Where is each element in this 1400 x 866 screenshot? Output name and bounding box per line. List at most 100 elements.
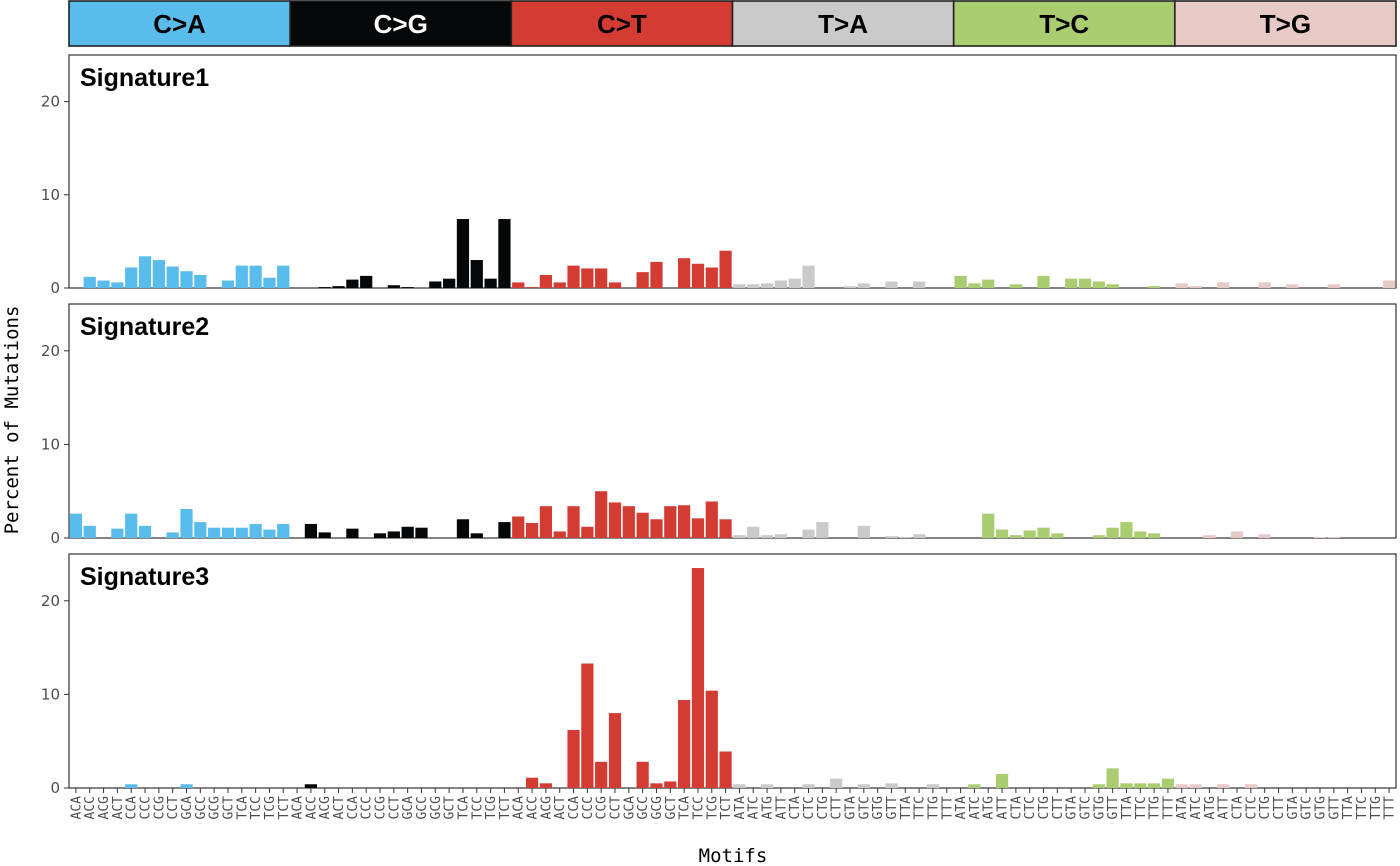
bar-T>A-ATG — [760, 535, 774, 538]
bar-C>T-ACT — [553, 531, 566, 538]
x-tick-label: ATT — [996, 796, 1011, 820]
bar-T>A-ATC — [747, 284, 760, 288]
x-tick-label: GCT — [443, 796, 458, 820]
bar-C>T-GCC — [636, 512, 649, 538]
y-tick-label: 10 — [41, 685, 60, 703]
bar-C>A-CCA — [125, 784, 138, 788]
x-tick-label: TCG — [705, 796, 720, 820]
x-tick-label: TTC — [1355, 796, 1370, 819]
strip-2: C>G — [289, 0, 513, 47]
bar-T>G-GTG — [1313, 537, 1327, 538]
bar-C>A-TCT — [277, 265, 290, 288]
bar-T>A-TTC — [912, 281, 926, 288]
bar-C>A-ACC — [83, 276, 96, 288]
bar-T>C-GTG — [1092, 535, 1105, 538]
bar-C>A-GCA — [180, 784, 193, 788]
y-tick-label: 0 — [50, 779, 60, 797]
bar-C>G-TCA — [456, 219, 470, 288]
x-tick-label: GCG — [208, 796, 223, 820]
bar-C>A-GCC — [194, 522, 207, 538]
bar-C>G-CCA — [346, 279, 359, 288]
bar-T>A-CTC — [802, 265, 815, 288]
bar-T>A-GTC — [857, 525, 870, 538]
x-tick-label: CCT — [609, 796, 624, 820]
bar-T>A-CTA — [788, 278, 801, 288]
x-tick-label: TTA — [899, 796, 914, 820]
x-tick-label: ATG — [1203, 796, 1218, 820]
bar-T>A-GTT — [885, 783, 898, 788]
bar-T>G-CTA — [1230, 531, 1244, 538]
bar-T>C-ATC — [968, 784, 981, 788]
x-tick-label: ATT — [774, 796, 789, 820]
strip-box — [68, 0, 291, 47]
bar-C>T-TCA — [678, 700, 691, 788]
bar-C>T-CCA — [567, 729, 580, 788]
panel-title: Signature3 — [80, 563, 209, 591]
bar-C>T-GCT — [664, 781, 677, 788]
bar-C>G-TCC — [470, 533, 483, 538]
bar-T>C-CTG — [1037, 527, 1050, 538]
x-tick-label: TCA — [456, 796, 471, 820]
bar-C>A-CCC — [138, 525, 152, 538]
bar-T>C-TTA — [1120, 783, 1133, 788]
bar-T>G-ATA — [1175, 283, 1188, 288]
bar-T>A-GTC — [857, 784, 870, 788]
x-tick-label: CCT — [166, 796, 181, 820]
strip-6: T>G — [1174, 0, 1397, 47]
strip-box — [510, 0, 734, 47]
bar-T>A-ATG — [760, 283, 774, 288]
bar-C>T-TCT — [719, 751, 732, 788]
strip-box — [952, 0, 1176, 47]
bar-C>A-GCT — [221, 527, 235, 538]
bar-T>A-TTG — [926, 784, 940, 788]
panel-border — [68, 303, 1397, 539]
bar-C>G-TCG — [484, 278, 497, 288]
x-tick-label: GTG — [1313, 796, 1328, 820]
bar-T>C-TTG — [1147, 286, 1161, 288]
bar-T>A-CTC — [802, 529, 815, 538]
bar-C>G-CCC — [360, 275, 373, 288]
bar-T>C-ATG — [982, 279, 995, 288]
bar-C>T-TCG — [705, 267, 718, 288]
x-tick-label: ACT — [111, 796, 126, 820]
bar-C>T-ACC — [525, 287, 539, 288]
bar-T>A-GTC — [857, 283, 870, 288]
x-tick-label: ATC — [1189, 796, 1204, 819]
x-tick-label: ACG — [97, 796, 112, 820]
bar-C>T-GCG — [650, 783, 663, 788]
bar-T>A-ATA — [733, 535, 746, 538]
bar-T>G-GTT — [1327, 284, 1340, 288]
bar-C>T-GCC — [636, 761, 649, 788]
bar-T>C-GTT — [1106, 527, 1119, 538]
panel-border — [68, 553, 1397, 789]
bar-C>T-ACG — [539, 506, 553, 538]
bar-C>T-TCC — [691, 263, 705, 288]
x-tick-label: ACC — [526, 796, 541, 819]
panel-title: Signature1 — [80, 64, 209, 92]
x-tick-label: CTC — [1244, 796, 1259, 819]
panel-title: Signature2 — [80, 313, 209, 341]
x-tick-label: GTC — [1300, 796, 1315, 819]
strip-4: T>A — [731, 0, 955, 47]
bar-C>A-TCA — [235, 265, 248, 288]
x-tick-label: CTT — [1272, 796, 1287, 820]
x-tick-label: CTT — [830, 796, 845, 820]
strip-box — [289, 0, 513, 47]
x-tick-label: ATG — [982, 796, 997, 820]
bar-T>C-GTT — [1106, 768, 1119, 788]
bar-C>G-GCA — [401, 287, 414, 288]
bar-C>T-GCC — [636, 272, 649, 288]
x-tick-label: TCG — [484, 796, 499, 820]
x-tick-label: ACC — [304, 796, 319, 819]
bar-T>A-GTT — [885, 281, 898, 288]
x-tick-label: TTT — [1383, 796, 1398, 820]
x-tick-label: CTA — [1231, 796, 1246, 820]
y-tick-label: 0 — [50, 279, 60, 297]
bar-T>A-CTC — [802, 784, 815, 788]
bar-T>G-ATG — [1203, 535, 1216, 538]
bar-C>A-GCA — [180, 508, 193, 538]
x-tick-label: TCT — [498, 796, 513, 820]
bar-C>G-GCC — [415, 527, 428, 538]
bar-T>C-TTA — [1120, 522, 1133, 538]
x-tick-label: CTT — [1051, 796, 1066, 820]
